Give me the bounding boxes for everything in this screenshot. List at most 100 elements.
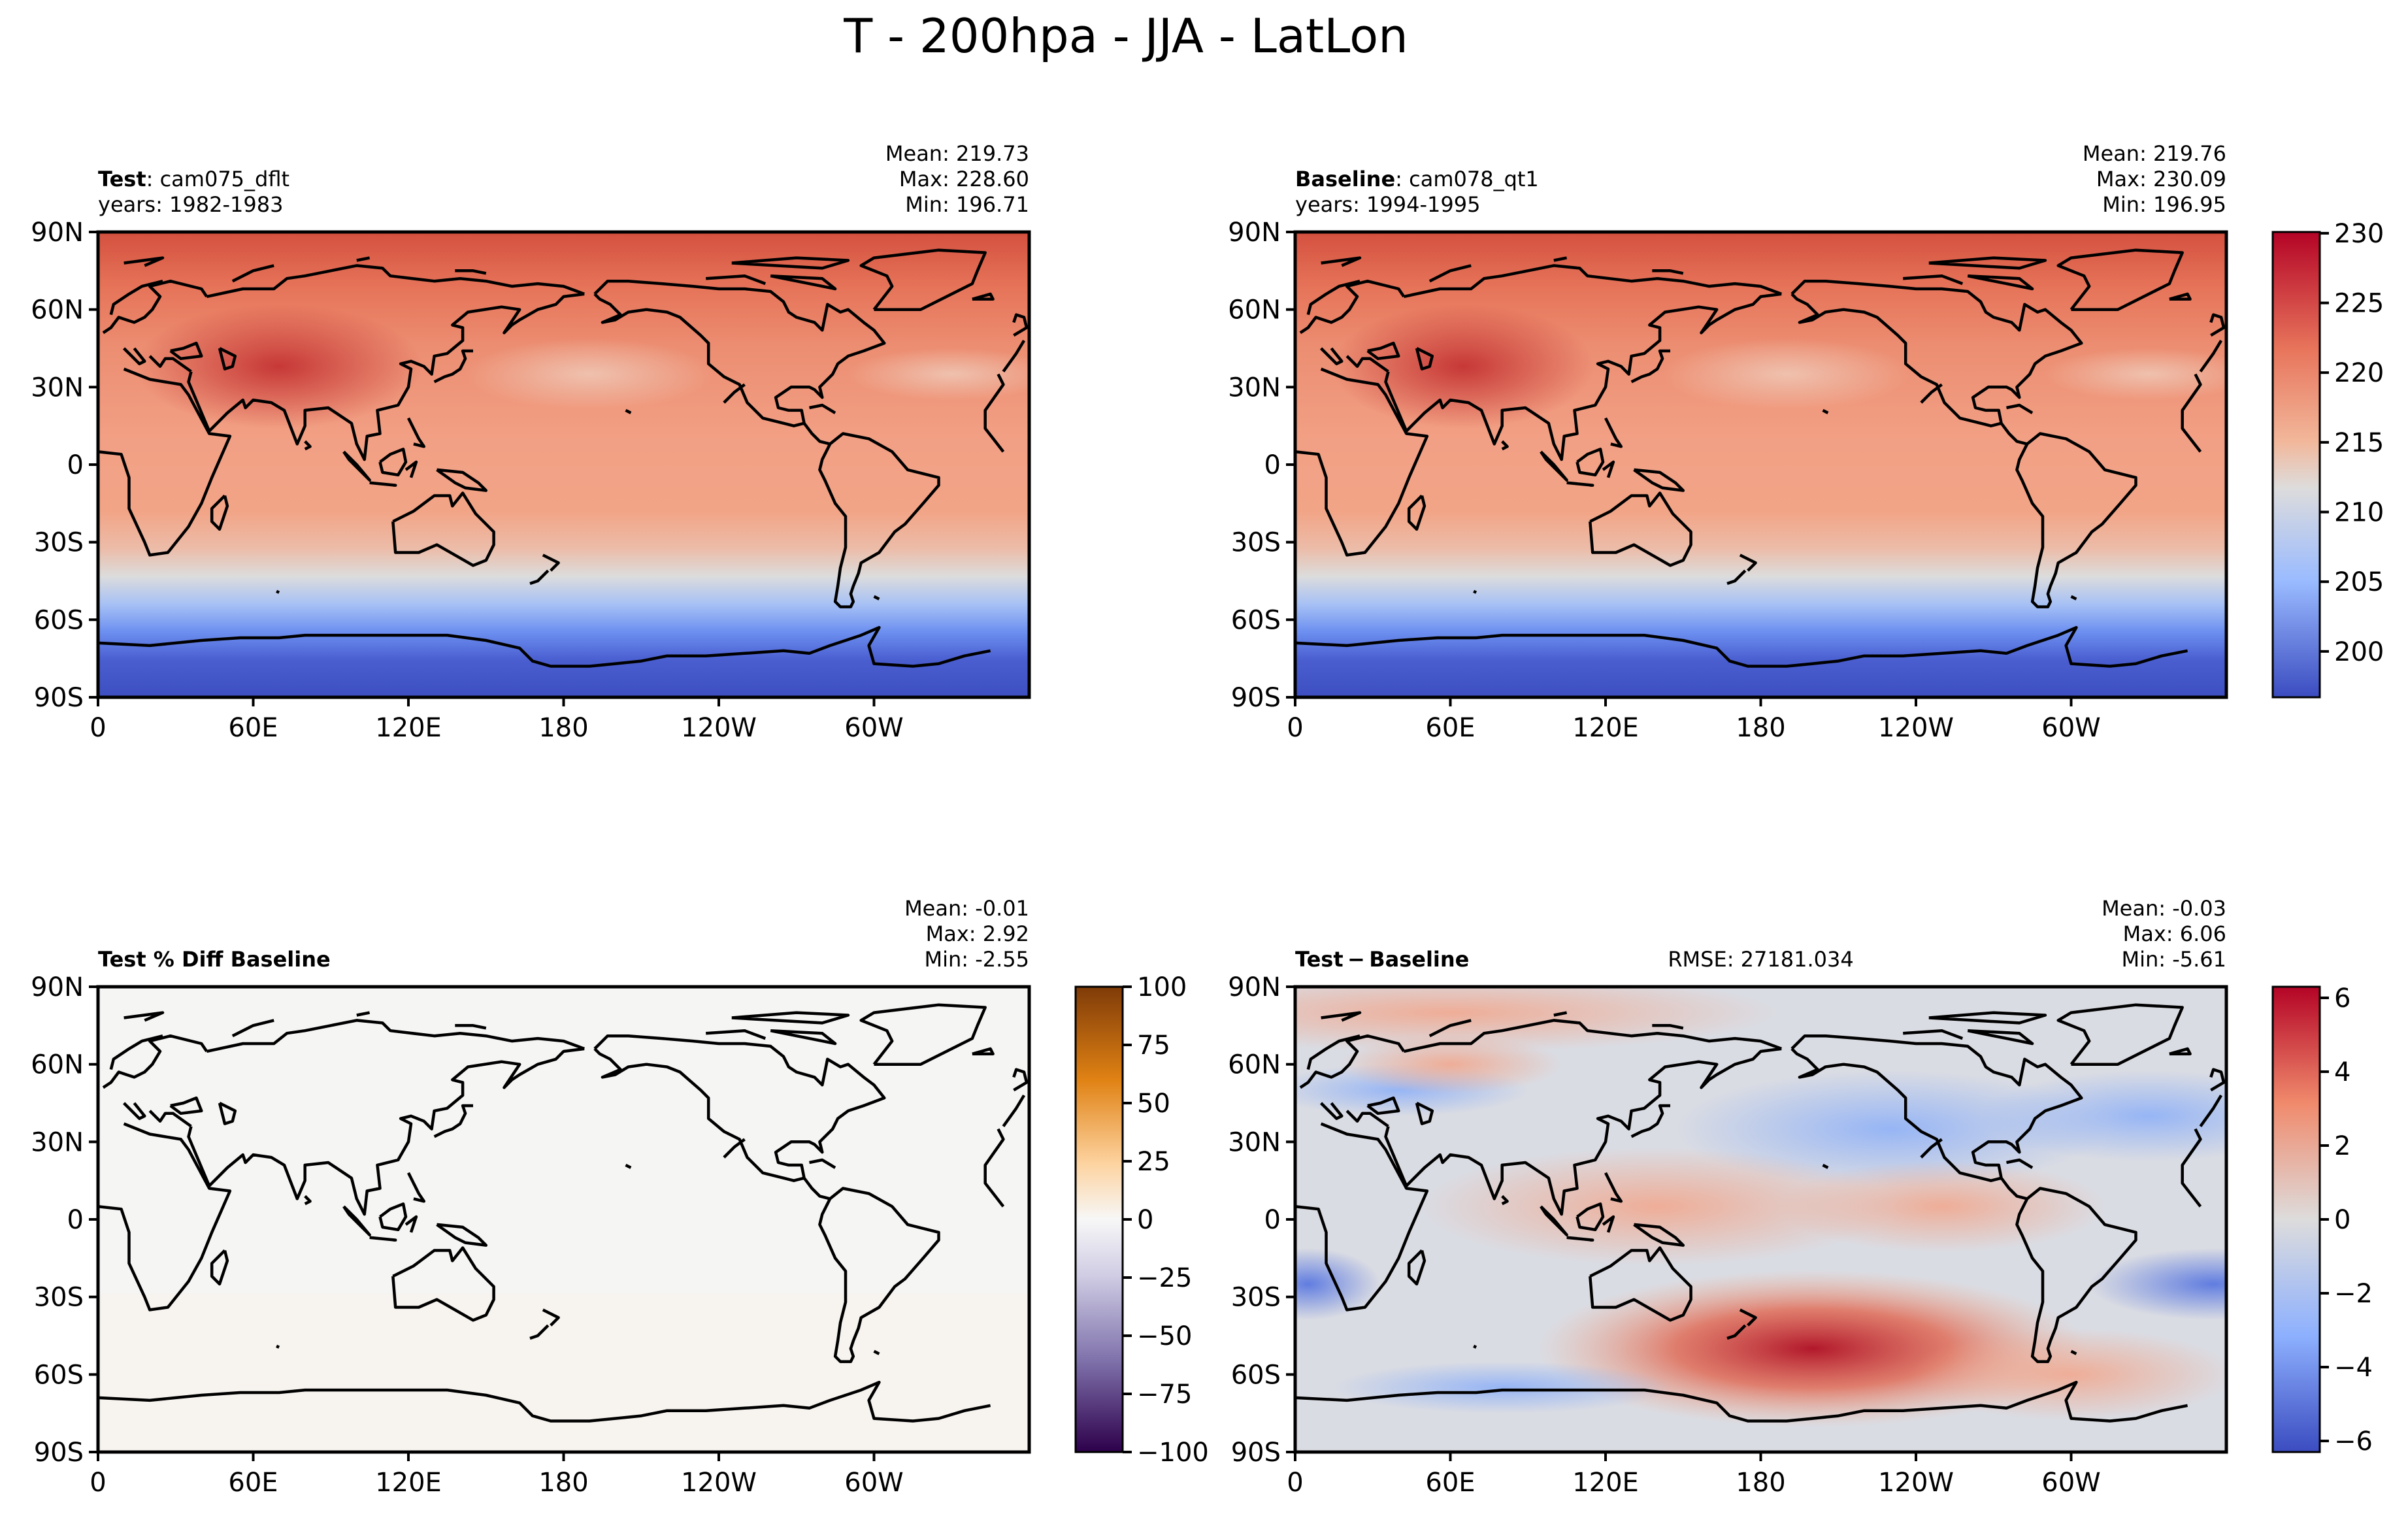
x-tick-label: 0 [90,1468,106,1498]
x-tick-label: 60W [2041,1468,2100,1498]
y-tick-label: 30N [31,372,84,403]
y-tick-label: 90S [1231,1438,1281,1468]
y-tick-label: 30N [1228,372,1281,403]
y-tick-label: 90N [31,218,84,248]
panel-stat: Max: 230.09 [2096,167,2226,191]
colorbar-tick-label: 100 [1137,972,1187,1002]
panel-stat: Max: 6.06 [2123,921,2226,946]
colorbar-tick-label: 200 [2334,637,2384,667]
panel-stat: Min: -2.55 [924,947,1029,972]
x-tick-label: 0 [90,713,106,743]
x-tick-label: 0 [1287,1468,1303,1498]
y-tick-label: 30S [1231,528,1281,558]
colorbar-tick-label: 0 [2334,1205,2350,1235]
panel-label-bold: Test − Baseline [1295,947,1469,972]
x-tick-label: 120E [1572,1468,1639,1498]
panel-label: Test % Diff Baseline [98,947,331,972]
x-tick-label: 120W [681,713,757,743]
positive-anomaly-eurasia [1339,1034,1562,1094]
colorbar-tick-label: 2 [2334,1131,2350,1161]
panel-stat: Mean: -0.03 [2102,896,2226,921]
colorbar-tick-label: −100 [1137,1438,1209,1468]
y-tick-label: 60N [1228,1050,1281,1080]
colorbar: 6 4 2 0 −2 −4 −6 [2271,983,2373,1457]
y-tick-label: 0 [1264,450,1281,480]
colorbar-tick-label: 6 [2334,983,2350,1014]
y-tick-label: 30N [31,1127,84,1157]
x-tick-label: 120W [681,1468,757,1498]
negative-anomaly-atlantic [1979,1070,2226,1162]
panel-label-bold: Test % Diff Baseline [98,947,331,972]
colorbar-tick-label: 225 [2334,289,2384,319]
y-tick-label: 90N [31,972,84,1002]
panel-stat: Min: -5.61 [2121,947,2226,972]
y-tick-label: 60S [34,1360,84,1390]
positive-anomaly-tropics [1422,1148,1893,1266]
colorbar-tick-label: 25 [1137,1147,1170,1177]
coastlines [1295,1003,2226,1423]
y-tick-label: 90S [34,683,84,713]
y-tick-label: 60S [1231,1360,1281,1390]
colorbar-tick-label: 0 [1137,1205,1153,1235]
x-tick-label: 180 [538,713,588,743]
warm-anomaly-tibet [1332,304,1594,429]
panel-stat: Max: 2.92 [926,921,1029,946]
positive-anomaly-drake [1907,1329,2226,1421]
colorbar-tick-label: 75 [1137,1031,1170,1061]
x-tick-label: 60E [1425,1468,1475,1498]
coastlines [1295,248,2226,668]
y-tick-label: 30S [1231,1283,1281,1313]
colorbar-tick-label: 215 [2334,428,2384,458]
field-south-tint [98,1293,1029,1452]
x-tick-label: 60E [1425,713,1475,743]
panel-stat: Mean: 219.73 [885,141,1029,166]
coastlines [98,248,1029,668]
pale-anomaly-pacific [465,338,714,410]
y-tick-label: 90S [34,1438,84,1468]
panel-field [98,987,1029,1452]
panel-field [1295,987,2226,1452]
colorbar: 100 75 50 25 0 −25 −50 −75 −100 [1074,972,1209,1468]
panel-label: Test: cam075_dflt [98,167,289,191]
colorbar-gradient [2271,231,2321,699]
colorbar-tick-label: 50 [1137,1089,1170,1119]
field-background [98,232,1029,697]
y-tick-label: 90N [1228,972,1281,1002]
x-tick-label: 120E [375,713,442,743]
panel-label: Baseline: cam078_qt1 [1295,167,1539,191]
y-tick-label: 30N [1228,1127,1281,1157]
x-tick-label: 180 [1736,713,1785,743]
colorbar-tick-label: −6 [2334,1427,2373,1457]
x-tick-label: 180 [1736,1468,1785,1498]
colorbar-tick-label: −50 [1137,1321,1192,1351]
y-tick-label: 60S [1231,605,1281,635]
y-tick-label: 0 [67,1205,84,1235]
negative-anomaly-southern-ocean [1332,1361,1672,1414]
panel-label-case: : cam075_dflt [146,167,289,191]
y-tick-label: 90N [1228,218,1281,248]
x-tick-label: 120W [1878,713,1954,743]
colorbar-tick-label: 220 [2334,358,2384,388]
panel-years: years: 1982-1983 [98,192,283,217]
panel-stat: Max: 228.60 [899,167,1029,191]
x-tick-label: 60W [844,713,903,743]
panel-label: Test − Baseline [1295,947,1469,972]
x-tick-label: 120W [1878,1468,1954,1498]
colorbar-tick-label: −25 [1137,1263,1192,1293]
x-tick-label: 0 [1287,713,1303,743]
colorbar-tick-label: 230 [2334,219,2384,249]
coastlines [98,1003,1029,1423]
panel-label-case: : cam078_qt1 [1395,167,1539,191]
x-tick-label: 120E [375,1468,442,1498]
x-tick-label: 120E [1572,713,1639,743]
panel-label-bold: Baseline [1295,167,1395,191]
x-tick-label: 180 [538,1468,588,1498]
colorbar-tick-label: 210 [2334,498,2384,528]
panel-label-bold: Test [98,167,146,191]
colorbar-tick-label: −2 [2334,1279,2373,1309]
y-tick-label: 0 [1264,1205,1281,1235]
